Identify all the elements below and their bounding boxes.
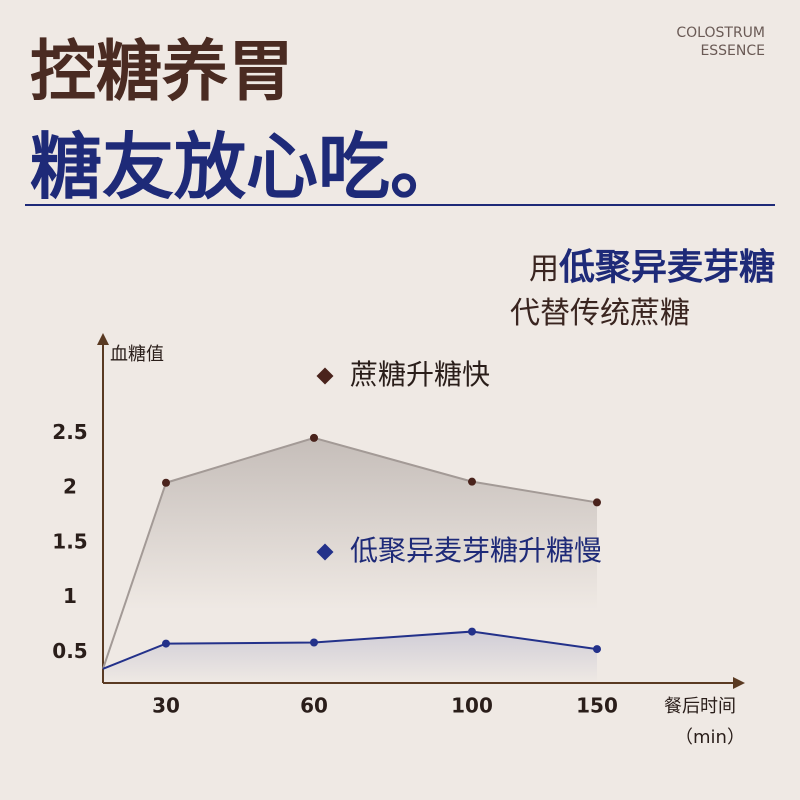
point: [310, 433, 318, 442]
divider: [25, 204, 775, 206]
x-tick-label: 150: [576, 694, 618, 718]
claim-highlight: 低聚异麦芽糖: [558, 247, 775, 288]
title: 控糖养胃: [30, 33, 294, 110]
claim-line: 代替传统蔗糖: [510, 296, 690, 331]
point: [162, 478, 170, 487]
point: [162, 639, 170, 648]
y-tick-label: 1.5: [52, 529, 87, 553]
x-tick-label: 100: [451, 694, 493, 718]
legend-marker: [316, 543, 334, 561]
legend-marker: [316, 367, 334, 385]
brand: COLOSTRUM ESSENCE: [676, 24, 765, 60]
y-tick-label: 2.5: [52, 420, 87, 444]
y-tick-label: 0.5: [52, 639, 87, 663]
x-tick-label: 30: [152, 694, 180, 718]
area: [103, 631, 597, 683]
claim-prefix: 用: [528, 252, 559, 287]
x-axis-label: 餐后时间: [664, 696, 736, 717]
x-arrow: [733, 677, 745, 689]
point: [468, 477, 476, 486]
y-arrow: [97, 333, 109, 345]
point: [310, 638, 318, 647]
point: [468, 627, 476, 636]
point: [593, 645, 601, 654]
legend-label: 低聚异麦芽糖升糖慢: [350, 534, 602, 567]
legend-label: 蔗糖升糖快: [350, 358, 490, 391]
point: [593, 498, 601, 507]
area: [103, 437, 597, 683]
subtitle: 糖友放心吃。: [30, 125, 463, 209]
y-tick-label: 1: [63, 584, 77, 608]
y-axis-label: 血糖值: [110, 344, 164, 365]
claim: 用低聚异麦芽糖: [529, 238, 775, 290]
brand-line: COLOSTRUM: [676, 25, 765, 41]
x-tick-label: 60: [300, 694, 328, 718]
brand-line: ESSENCE: [700, 43, 765, 59]
y-tick-label: 2: [63, 475, 77, 499]
x-axis-unit: （min）: [675, 727, 745, 748]
